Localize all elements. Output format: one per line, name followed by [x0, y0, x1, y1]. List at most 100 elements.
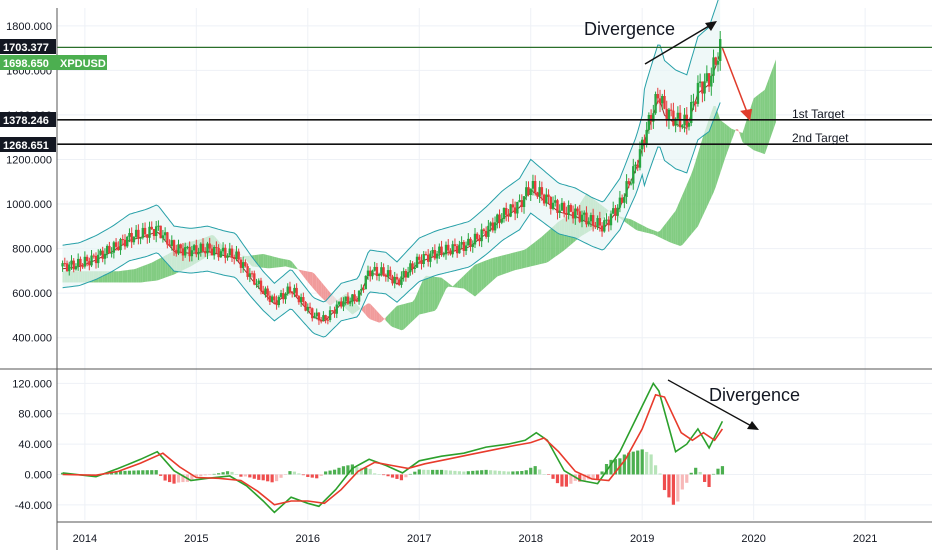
macd-histogram-bar	[613, 459, 618, 475]
candle-body	[576, 208, 579, 212]
candle-body	[478, 239, 481, 242]
cloud-segment	[481, 261, 484, 291]
cloud-segment	[715, 106, 718, 187]
candle-body	[186, 246, 189, 248]
macd-histogram-bar	[306, 474, 310, 477]
candle-body	[132, 236, 136, 243]
cloud-segment	[390, 310, 393, 327]
macd-histogram-bar	[212, 473, 216, 475]
cloud-segment	[713, 105, 716, 193]
candle-body	[487, 225, 490, 237]
candle-body	[522, 196, 526, 208]
cloud-segment	[648, 228, 652, 234]
macd-histogram-bar	[529, 467, 533, 475]
macd-histogram-bar	[658, 473, 662, 475]
macd-histogram-bar	[328, 470, 332, 475]
cloud-segment	[307, 271, 311, 285]
candle-body	[150, 226, 153, 230]
badge-1703: 1703.377	[0, 39, 56, 54]
candle-body	[68, 264, 71, 272]
cloud-segment	[548, 228, 551, 262]
candle-body	[85, 256, 89, 262]
cloud-segment	[691, 168, 694, 235]
candle-body	[246, 266, 249, 277]
candle-body	[65, 263, 69, 272]
macd-line	[62, 381, 724, 514]
macd-histogram-bar	[194, 474, 198, 477]
macd-histogram-bar	[279, 474, 283, 478]
axes: 2014 2015 2016 2017 2018 2019 2020 2021 400.000 6…	[0, 8, 932, 550]
candle-body	[654, 94, 657, 114]
cloud-segment	[392, 308, 395, 328]
candle-body	[353, 294, 356, 301]
candle-body	[438, 246, 441, 254]
cloud-segment	[486, 259, 489, 287]
macd-histogram-bar	[167, 474, 172, 483]
candle-body	[549, 196, 552, 209]
cloud-segment	[283, 258, 286, 267]
candle-body	[511, 204, 515, 208]
cloud-segment	[410, 301, 413, 324]
candle-body	[674, 118, 677, 126]
cloud-segment	[490, 257, 493, 283]
candle-body	[134, 229, 138, 237]
candle-body	[406, 272, 410, 278]
macd-signal-line	[62, 393, 724, 506]
cloud-segment	[394, 305, 397, 329]
candle-body	[647, 114, 651, 130]
cloud-segment	[746, 112, 750, 147]
cloud-segment	[651, 229, 654, 235]
cloud-segment	[388, 312, 391, 326]
macd-histogram-bar	[123, 470, 127, 475]
candle-body	[143, 227, 147, 235]
cloud-segment	[363, 304, 366, 315]
candle-body	[469, 238, 472, 247]
candle-body	[418, 256, 421, 260]
cloud-segment	[474, 263, 478, 297]
cloud-segment	[626, 218, 629, 225]
candle-body	[551, 202, 555, 209]
price-levels	[57, 21, 932, 145]
cloud-segment	[310, 271, 313, 288]
cloud-segment	[430, 276, 433, 312]
candle-body	[669, 109, 673, 111]
macd-histogram-bar	[431, 469, 435, 475]
cloud-segment	[448, 282, 451, 287]
macd-histogram-bar	[159, 474, 163, 476]
cloud-segment	[287, 259, 290, 268]
candle-body	[161, 235, 165, 239]
candle-body	[157, 225, 160, 227]
cloud-segment	[700, 138, 703, 222]
cloud-segment	[439, 277, 442, 304]
macd-histogram-bar	[466, 471, 470, 475]
macd-histogram-bar	[163, 474, 167, 481]
candle-body	[502, 207, 506, 219]
candle-body	[141, 227, 145, 238]
cloud-segment	[479, 262, 482, 293]
cloud-segment	[758, 93, 761, 153]
macd-histogram-bar	[337, 467, 341, 475]
candle-body	[105, 245, 109, 254]
candle-body	[714, 57, 717, 65]
macd-histogram-bar	[301, 474, 305, 476]
cloud-segment	[376, 310, 380, 323]
cloud-segment	[689, 174, 692, 238]
cloud-segment	[151, 261, 154, 282]
bollinger-upper	[62, 0, 719, 303]
candle-body	[645, 129, 648, 145]
candle-body	[701, 81, 704, 94]
macd-histogram-bar	[373, 473, 377, 475]
macd-histogram-bar	[413, 471, 417, 475]
cloud-segment	[316, 276, 319, 296]
macd-histogram-bar	[315, 474, 319, 479]
candle-body	[525, 187, 528, 197]
candle-body	[415, 256, 419, 268]
candle-body	[527, 187, 530, 196]
candle-body	[620, 197, 624, 203]
candle-body	[277, 296, 281, 306]
cloud-segment	[278, 257, 282, 268]
cloud-segment	[539, 236, 542, 265]
macd-histogram-bar	[150, 470, 154, 475]
candle-body	[449, 250, 452, 255]
